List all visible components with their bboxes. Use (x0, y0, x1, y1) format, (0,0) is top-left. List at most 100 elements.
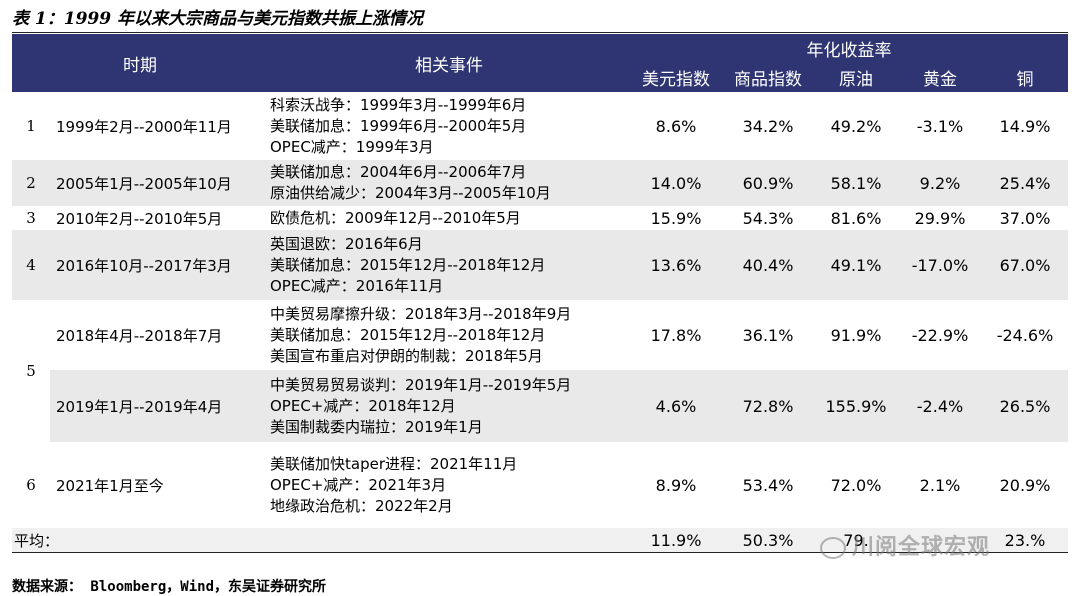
event-line: 美联储加息：2004年6月--2006年7月 (270, 163, 527, 181)
header-usd-index: 美元指数 (630, 62, 722, 92)
header-period: 时期 (12, 34, 268, 92)
val-copper: -24.6% (996, 325, 1054, 345)
header-copper: 铜 (982, 62, 1068, 92)
val-oil: 49.1% (814, 230, 898, 300)
val-copper: 37.0% (999, 208, 1051, 228)
row-events: 英国退欧：2016年6月 美联储加息：2015年12月--2018年12月 OP… (268, 230, 630, 300)
row-events: 中美贸易贸易谈判：2019年1月--2019年5月 OPEC+减产：2018年1… (268, 370, 630, 442)
event-line: 美联储加息：2015年12月--2018年12月 (270, 325, 546, 344)
val-gold: -17.0% (898, 230, 982, 300)
val-usd: 8.6% (655, 116, 697, 136)
val-usd: 14.0% (630, 160, 722, 206)
val-copper: 67.0% (982, 230, 1068, 300)
header-crude-oil: 原油 (814, 62, 898, 92)
table-row: 6 2021年1月至今 美联储加快taper进程：2021年11月 OPEC+减… (12, 442, 1068, 528)
table-row: 5 2018年4月--2018年7月 中美贸易摩擦升级：2018年3月--201… (12, 300, 1068, 381)
event-line: 地缘政治危机：2022年2月 (270, 496, 453, 515)
val-oil: 72.0% (830, 475, 882, 495)
event-line: OPEC减产：1999年3月 (270, 137, 434, 156)
val-gold: 2.1% (919, 475, 961, 495)
val-gold: -2.4% (898, 370, 982, 442)
avg-copper: 23.% (982, 528, 1068, 553)
header-events: 相关事件 (268, 34, 630, 92)
val-gold: 9.2% (898, 160, 982, 206)
avg-gold (898, 528, 982, 553)
row-events: 美联储加息：2004年6月--2006年7月 原油供给减少：2004年3月--2… (268, 160, 630, 206)
row-period: 2021年1月至今 (56, 476, 164, 495)
event-line: 欧债危机：2009年12月--2010年5月 (270, 208, 521, 227)
event-line: OPEC+减产：2021年3月 (270, 475, 447, 494)
data-table: 时期 相关事件 年化收益率 美元指数 商品指数 原油 黄金 铜 1 1999年2… (12, 34, 1068, 553)
val-commodity: 36.1% (742, 325, 794, 345)
row-index: 4 (12, 230, 50, 300)
val-commodity: 72.8% (722, 370, 814, 442)
table-row: 3 2010年2月--2010年5月 欧债危机：2009年12月--2010年5… (12, 206, 1068, 230)
val-usd: 15.9% (650, 208, 702, 228)
watermark-text: 川阅全球宏观 (852, 535, 991, 560)
header-annual-return: 年化收益率 (630, 34, 1068, 62)
watermark: 川阅全球宏观 (820, 529, 990, 561)
row-period: 2016年10月--2017年3月 (50, 230, 268, 300)
table-title: 表 1：1999 年以来大宗商品与美元指数共振上涨情况 (12, 9, 423, 29)
val-copper: 25.4% (982, 160, 1068, 206)
row-events: 美联储加快taper进程：2021年11月 OPEC+减产：2021年3月 地缘… (268, 442, 630, 528)
row-period: 2005年1月--2005年10月 (50, 160, 268, 206)
val-gold: -22.9% (911, 325, 969, 345)
header-gold: 黄金 (898, 62, 982, 92)
val-commodity: 40.4% (722, 230, 814, 300)
row-period: 2019年1月--2019年4月 (50, 370, 268, 442)
avg-commodity: 50.3% (722, 528, 814, 553)
chat-bubble-icon (820, 537, 846, 559)
row-index: 3 (26, 209, 36, 227)
event-line: 美国宣布重启对伊朗的制裁：2018年5月 (270, 346, 543, 365)
event-line: 科索沃战争：1999年3月--1999年6月 (270, 95, 527, 114)
event-line: 中美贸易贸易谈判：2019年1月--2019年5月 (270, 375, 572, 394)
table-row: 1 1999年2月--2000年11月 科索沃战争：1999年3月--1999年… (12, 92, 1068, 160)
event-line: OPEC减产：2016年11月 (270, 276, 444, 295)
val-copper: 20.9% (999, 475, 1051, 495)
row-index: 1 (26, 117, 36, 135)
row-events: 科索沃战争：1999年3月--1999年6月 美联储加息：1999年6月--20… (268, 92, 630, 160)
val-gold: 29.9% (914, 208, 966, 228)
row-period: 1999年2月--2000年11月 (56, 117, 232, 136)
row-index: 5 (26, 362, 36, 380)
event-line: 美联储加息：2015年12月--2018年12月 (270, 255, 546, 274)
avg-usd: 11.9% (630, 528, 722, 553)
row-events: 中美贸易摩擦升级：2018年3月--2018年9月 美联储加息：2015年12月… (268, 300, 630, 370)
val-copper: 26.5% (982, 370, 1068, 442)
average-row: 平均： 11.9% 50.3% 79. 23.% (12, 528, 1068, 553)
table-row: 4 2016年10月--2017年3月 英国退欧：2016年6月 美联储加息：2… (12, 230, 1068, 300)
val-usd: 17.8% (650, 325, 702, 345)
row-events: 欧债危机：2009年12月--2010年5月 (268, 206, 630, 230)
event-line: OPEC+减产：2018年12月 (270, 396, 456, 415)
val-copper: 14.9% (999, 116, 1051, 136)
row-period: 2010年2月--2010年5月 (56, 209, 223, 228)
event-line: 美联储加息：1999年6月--2000年5月 (270, 116, 527, 135)
val-oil: 81.6% (830, 208, 882, 228)
val-gold: -3.1% (916, 116, 964, 136)
val-usd: 4.6% (630, 370, 722, 442)
row-period: 2018年4月--2018年7月 (56, 326, 223, 345)
val-commodity: 54.3% (742, 208, 794, 228)
event-line: 美联储加快taper进程：2021年11月 (270, 454, 518, 473)
header-commodity-index: 商品指数 (722, 62, 814, 92)
table-row: 2 2005年1月--2005年10月 美联储加息：2004年6月--2006年… (12, 160, 1068, 206)
val-oil: 58.1% (814, 160, 898, 206)
val-oil: 49.2% (830, 116, 882, 136)
table-row: 2019年1月--2019年4月 中美贸易贸易谈判：2019年1月--2019年… (12, 370, 1068, 442)
val-usd: 13.6% (630, 230, 722, 300)
val-oil: 91.9% (830, 325, 882, 345)
event-line: 英国退欧：2016年6月 (270, 234, 423, 253)
val-oil: 155.9% (814, 370, 898, 442)
average-label: 平均： (12, 528, 630, 553)
val-usd: 8.9% (655, 475, 697, 495)
val-commodity: 34.2% (742, 116, 794, 136)
val-commodity: 60.9% (722, 160, 814, 206)
val-commodity: 53.4% (742, 475, 794, 495)
source-note: 数据来源： Bloomberg，Wind，东吴证券研究所 (12, 579, 327, 595)
row-index: 2 (12, 160, 50, 206)
event-line: 原油供给减少：2004年3月--2005年10月 (270, 184, 551, 202)
event-line: 美国制裁委内瑞拉：2019年1月 (270, 417, 483, 436)
title-rule (12, 32, 1068, 33)
event-line: 中美贸易摩擦升级：2018年3月--2018年9月 (270, 304, 572, 323)
